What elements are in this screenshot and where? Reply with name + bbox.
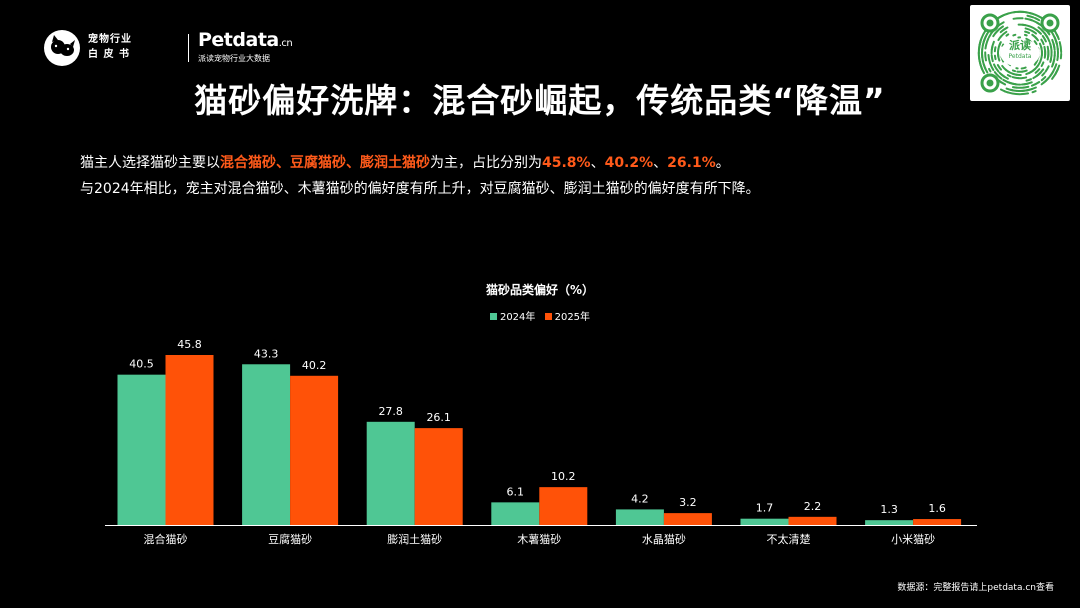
dog-cat-icon (44, 30, 80, 66)
x-tick-label-2: 膨润土猫砂 (387, 532, 442, 546)
intro-line-1: 猫主人选择猫砂主要以混合猫砂、豆腐猫砂、膨润土猫砂为主，占比分别为45.8%、4… (80, 155, 730, 171)
legend-item-2025: 2025年 (544, 308, 590, 323)
bar-2024-2 (366, 421, 415, 525)
highlight-pct-1: 45.8% (542, 155, 591, 171)
bar-2024-6 (865, 520, 914, 525)
data-label-2025-5: 2.2 (804, 500, 822, 513)
highlight-pct-2: 40.2% (604, 155, 654, 171)
data-label-2025-2: 26.1 (426, 411, 451, 424)
whitebook-label: 宠物行业 白 皮 书 (88, 34, 132, 60)
brand-logo: 宠物行业 白 皮 书 Petdata.cn 派读宠物行业大数据 (44, 29, 293, 66)
legend-swatch-2024 (489, 313, 497, 320)
highlight-pct-3: 26.1% (667, 155, 716, 171)
bar-2024-1 (242, 364, 291, 525)
chart-legend: 2024年 2025年 (0, 308, 1080, 323)
intro-line-2: 与2024年相比，宠主对混合猫砂、木薯猫砂的偏好度有所上升，对豆腐猫砂、膨润土猫… (80, 181, 760, 197)
logo-divider (188, 34, 189, 62)
data-label-2024-5: 1.7 (756, 502, 774, 515)
data-label-2024-3: 6.1 (507, 485, 525, 498)
data-source-note: 数据源：完整报告请上petdata.cn查看 (897, 583, 1054, 593)
data-label-2024-0: 40.5 (129, 358, 154, 371)
bar-2025-1 (290, 375, 339, 525)
bar-2024-4 (615, 509, 664, 525)
intro-text: 猫主人选择猫砂主要以混合猫砂、豆腐猫砂、膨润土猫砂为主，占比分别为45.8%、4… (80, 150, 760, 202)
data-label-2024-2: 27.8 (378, 405, 403, 418)
x-tick-label-4: 水晶猫砂 (642, 533, 686, 546)
bar-2025-3 (539, 487, 588, 525)
highlight-categories: 混合猫砂、豆腐猫砂、膨润土猫砂 (220, 155, 430, 171)
brand-name: Petdata.cn (198, 29, 293, 51)
mini-program-qr-code[interactable]: 派读 Petdata (970, 5, 1070, 101)
x-tick-label-3: 木薯猫砂 (517, 533, 561, 546)
legend-item-2024: 2024年 (489, 308, 535, 323)
data-label-2025-3: 10.2 (551, 470, 576, 483)
chart-title: 猫砂品类偏好（%） (485, 283, 595, 297)
bar-2024-0 (117, 374, 166, 525)
x-tick-label-0: 混合猫砂 (144, 532, 188, 546)
bar-2025-5 (788, 516, 837, 525)
bar-2024-3 (491, 502, 540, 525)
x-tick-label-1: 豆腐猫砂 (268, 532, 312, 546)
data-label-2025-0: 45.8 (177, 338, 202, 351)
data-label-2025-1: 40.2 (302, 359, 327, 372)
page-title: 猫砂偏好洗牌：混合砂崛起，传统品类“降温” (194, 81, 886, 120)
x-tick-label-5: 不太清楚 (767, 532, 811, 546)
brand-subtitle: 派读宠物行业大数据 (198, 54, 270, 63)
data-label-2024-6: 1.3 (880, 503, 898, 516)
data-label-2024-4: 4.2 (631, 492, 649, 505)
data-label-2025-4: 3.2 (679, 496, 697, 509)
bar-2025-6 (913, 519, 962, 525)
legend-swatch-2025 (544, 313, 552, 320)
qr-center-label: 派读 Petdata (1000, 39, 1040, 67)
bar-2025-2 (414, 428, 463, 525)
bar-2025-0 (165, 355, 214, 525)
x-tick-label-6: 小米猫砂 (891, 533, 935, 546)
data-label-2024-1: 43.3 (254, 347, 279, 360)
bar-2025-4 (663, 513, 712, 525)
bar-2024-5 (740, 518, 789, 525)
data-label-2025-6: 1.6 (928, 502, 946, 515)
